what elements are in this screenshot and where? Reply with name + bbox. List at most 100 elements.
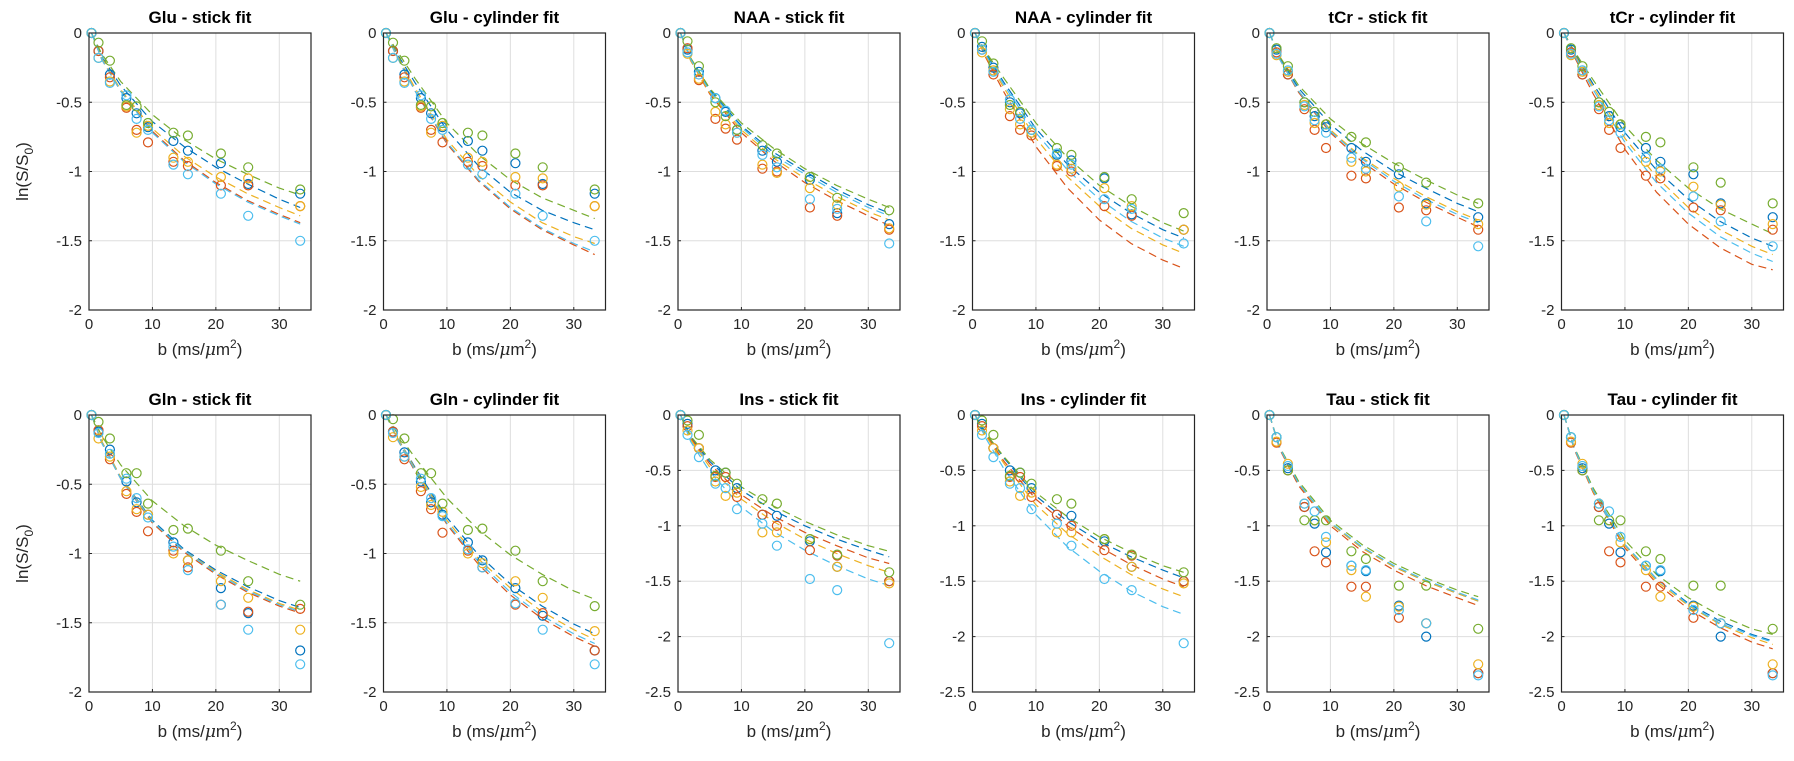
y-axis-label-sub: 0 — [22, 148, 36, 155]
data-point-series-5 — [1767, 241, 1778, 252]
data-point-series-4 — [884, 567, 895, 578]
data-point-series-5 — [720, 105, 731, 116]
data-point-series-2 — [537, 180, 548, 191]
data-point-series-2 — [121, 488, 132, 499]
data-point-series-5 — [462, 544, 473, 555]
y-axis-label-text: ln(S/S — [13, 155, 32, 201]
data-point-series-5 — [884, 238, 895, 249]
data-point-series-3 — [1360, 591, 1372, 602]
y-tick-label: -1.5 — [56, 233, 82, 250]
data-point-series-4 — [1393, 580, 1405, 591]
data-point-series-1 — [462, 135, 473, 147]
data-point-series-1 — [1066, 510, 1077, 521]
y-tick-label: 0 — [1546, 25, 1554, 42]
data-point-series-1 — [1655, 156, 1666, 167]
data-point-series-3 — [168, 152, 179, 163]
data-point-series-5 — [387, 427, 399, 439]
data-point-series-1 — [1360, 156, 1372, 167]
x-axis-label-close: ) — [237, 722, 243, 741]
x-axis-label-mu: μ — [1383, 722, 1394, 742]
y-tick-label: -1.5 — [645, 233, 671, 250]
data-point-series-3 — [1014, 119, 1026, 130]
data-point-series-5 — [1473, 241, 1484, 252]
data-point-series-4 — [131, 468, 142, 479]
data-point-series-3 — [1309, 117, 1320, 129]
fit-curve-series-1 — [1268, 32, 1479, 213]
data-point-series-3 — [1473, 219, 1484, 230]
y-axis-label-close: ) — [13, 142, 32, 148]
data-point-series-1 — [168, 135, 179, 147]
x-tick-label: 10 — [1028, 316, 1045, 333]
data-point-series-3 — [1655, 166, 1666, 177]
data-point-series-5 — [1577, 460, 1588, 472]
data-point-series-4 — [1126, 194, 1137, 205]
subplot-naa-cylinder-fit: 0 10 20 30 0 -0.5 -1 -1.5 -2 NAA - cylinder fit b … — [940, 8, 1196, 360]
data-point-series-2 — [1014, 471, 1026, 483]
fit-curve-series-5 — [1268, 32, 1479, 224]
data-point-series-1 — [131, 108, 142, 119]
data-point-series-1 — [1066, 155, 1077, 166]
data-point-series-1 — [1688, 169, 1699, 180]
x-tick-label: 30 — [860, 316, 877, 333]
x-tick-label: 10 — [1322, 316, 1339, 333]
data-point-series-1 — [693, 66, 705, 77]
data-point-series-5 — [1615, 127, 1626, 138]
panel-title: Tau - cylinder fit — [1607, 390, 1737, 409]
data-point-series-1 — [1421, 631, 1432, 642]
data-point-series-2 — [93, 45, 104, 57]
data-point-series-5 — [426, 113, 437, 125]
y-tick-label: -2 — [1541, 302, 1554, 319]
y-tick-label: -0.5 — [645, 462, 671, 479]
x-tick-label: 0 — [379, 316, 387, 333]
x-axis-label: b (ms/μm2) — [1041, 719, 1126, 742]
y-tick-label: -0.5 — [1529, 462, 1555, 479]
data-point-series-5 — [1282, 65, 1294, 76]
data-point-series-4 — [182, 130, 193, 141]
data-point-series-3 — [1421, 199, 1432, 210]
x-tick-label: 30 — [1154, 316, 1171, 333]
x-axis-label-unit: m — [1099, 722, 1113, 741]
data-point-series-2 — [387, 45, 399, 57]
x-axis-label-sup: 2 — [1703, 337, 1710, 351]
data-point-series-3 — [1004, 104, 1016, 115]
x-tick-label: 0 — [1557, 698, 1565, 715]
data-point-series-4 — [1577, 465, 1588, 476]
data-point-series-3 — [182, 555, 193, 566]
x-axis-label-unit: m — [216, 722, 230, 741]
data-point-series-3 — [1655, 591, 1666, 602]
data-point-series-2 — [1593, 501, 1605, 513]
data-point-series-5 — [1051, 148, 1063, 159]
data-point-series-5 — [182, 564, 193, 576]
y-tick-label: -1 — [1247, 518, 1260, 535]
data-point-series-2 — [1473, 224, 1484, 235]
y-tick-label: -0.5 — [1529, 94, 1555, 111]
y-tick-label: -1.5 — [1529, 233, 1555, 250]
data-point-series-4 — [537, 162, 548, 173]
data-point-series-4 — [1360, 137, 1372, 148]
data-point-series-2 — [1640, 581, 1652, 592]
data-point-series-3 — [243, 592, 254, 603]
fit-curve-series-5 — [385, 32, 595, 253]
data-point-series-5 — [693, 69, 705, 80]
data-point-series-2 — [168, 156, 179, 167]
x-axis-label-sup: 2 — [1703, 719, 1710, 733]
data-point-series-5 — [1126, 584, 1137, 596]
data-point-series-2 — [131, 124, 142, 135]
data-point-series-5 — [988, 66, 999, 77]
data-point-series-3 — [1051, 159, 1063, 170]
fit-curve-series-3 — [974, 32, 1184, 254]
data-point-series-3 — [1126, 561, 1137, 572]
data-point-series-5 — [1640, 560, 1652, 571]
x-axis-label-close: ) — [826, 340, 832, 359]
fit-curve-series-3 — [90, 414, 301, 611]
x-axis-label-sup: 2 — [1408, 719, 1415, 733]
data-point-series-5 — [215, 188, 226, 199]
fit-curve-series-5 — [1563, 414, 1773, 643]
x-axis-label-mu: μ — [499, 722, 510, 742]
x-axis-label-text: b (ms/ — [452, 722, 500, 741]
data-point-series-4 — [437, 498, 448, 509]
data-point-series-5 — [710, 478, 721, 489]
data-point-series-2 — [537, 607, 548, 619]
data-point-series-4 — [988, 58, 999, 69]
data-point-series-4 — [462, 524, 473, 536]
